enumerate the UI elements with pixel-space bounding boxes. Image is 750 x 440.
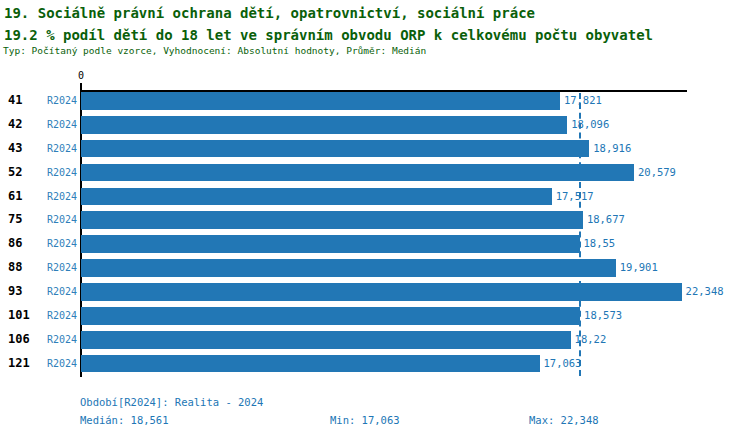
row-series-label: R2024 xyxy=(47,307,77,325)
row-series-label: R2024 xyxy=(47,235,77,253)
x-axis-origin-label: 0 xyxy=(70,70,92,81)
row-category-label: 101 xyxy=(8,307,30,325)
chart-row: 106 R2024 18,22 xyxy=(0,331,750,355)
chart-row: 93 R2024 22,348 xyxy=(0,283,750,307)
bar-value-label: 20,579 xyxy=(638,164,676,182)
bar xyxy=(81,164,634,182)
bar-chart-rows: 41 R2024 17,821 42 R2024 18,096 43 R2024… xyxy=(0,92,750,379)
bar-value-label: 18,677 xyxy=(587,211,625,229)
row-category-label: 43 xyxy=(8,140,22,158)
chart-row: 61 R2024 17,517 xyxy=(0,188,750,212)
bar-value-label: 17,821 xyxy=(564,92,602,110)
bar xyxy=(81,188,552,206)
row-category-label: 93 xyxy=(8,283,22,301)
chart-row: 75 R2024 18,677 xyxy=(0,211,750,235)
footer-period-label: Období[R2024]: Realita - 2024 xyxy=(80,396,263,408)
row-category-label: 42 xyxy=(8,116,22,134)
chart-title: 19. Sociálně právní ochrana dětí, opatro… xyxy=(4,5,535,21)
chart-row: 86 R2024 18,55 xyxy=(0,235,750,259)
bar-value-label: 18,573 xyxy=(584,307,622,325)
bar-value-label: 17,063 xyxy=(544,355,582,373)
chart-row: 42 R2024 18,096 xyxy=(0,116,750,140)
bar xyxy=(81,116,567,134)
bar-value-label: 18,096 xyxy=(571,116,609,134)
footer-median-stat: Medián: 18,561 xyxy=(80,414,169,426)
chart-row: 101 R2024 18,573 xyxy=(0,307,750,331)
bar xyxy=(81,140,589,158)
bar xyxy=(81,307,580,325)
bar xyxy=(81,92,560,110)
bar xyxy=(81,211,583,229)
bar xyxy=(81,283,682,301)
row-series-label: R2024 xyxy=(47,259,77,277)
bar xyxy=(81,331,571,349)
chart-row: 121 R2024 17,063 xyxy=(0,355,750,379)
bar-value-label: 17,517 xyxy=(556,188,594,206)
row-series-label: R2024 xyxy=(47,331,77,349)
row-category-label: 75 xyxy=(8,211,22,229)
chart-row: 88 R2024 19,901 xyxy=(0,259,750,283)
row-category-label: 86 xyxy=(8,235,22,253)
row-category-label: 121 xyxy=(8,355,30,373)
row-category-label: 52 xyxy=(8,164,22,182)
bar xyxy=(81,259,616,277)
footer-min-stat: Min: 17,063 xyxy=(330,414,400,426)
bar-value-label: 18,55 xyxy=(584,235,616,253)
row-category-label: 61 xyxy=(8,188,22,206)
chart-subtitle: 19.2 % podíl dětí do 18 let ve správním … xyxy=(4,27,653,43)
row-category-label: 88 xyxy=(8,259,22,277)
bar xyxy=(81,355,540,373)
row-series-label: R2024 xyxy=(47,92,77,110)
bar-value-label: 22,348 xyxy=(686,283,724,301)
bar-value-label: 19,901 xyxy=(620,259,658,277)
row-series-label: R2024 xyxy=(47,355,77,373)
row-series-label: R2024 xyxy=(47,140,77,158)
row-series-label: R2024 xyxy=(47,164,77,182)
row-series-label: R2024 xyxy=(47,188,77,206)
chart-row: 52 R2024 20,579 xyxy=(0,164,750,188)
row-category-label: 106 xyxy=(8,331,30,349)
chart-row: 41 R2024 17,821 xyxy=(0,92,750,116)
bar-value-label: 18,916 xyxy=(593,140,631,158)
chart-meta-line: Typ: Počítaný podle vzorce, Vyhodnocení:… xyxy=(3,45,426,56)
row-series-label: R2024 xyxy=(47,116,77,134)
chart-row: 43 R2024 18,916 xyxy=(0,140,750,164)
row-series-label: R2024 xyxy=(47,211,77,229)
row-series-label: R2024 xyxy=(47,283,77,301)
footer-max-stat: Max: 22,348 xyxy=(529,414,599,426)
bar-value-label: 18,22 xyxy=(575,331,607,349)
row-category-label: 41 xyxy=(8,92,22,110)
bar xyxy=(81,235,580,253)
